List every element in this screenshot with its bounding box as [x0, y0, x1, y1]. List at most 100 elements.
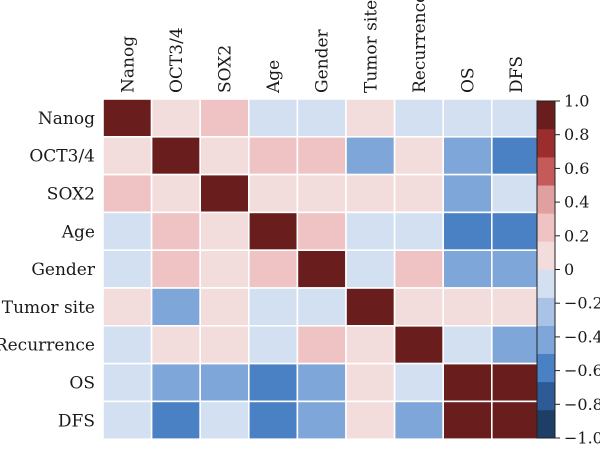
- heatmap-cell-8-0: [102, 400, 153, 440]
- colorbar-tick-label: 0.6: [564, 159, 589, 178]
- heatmap-cell-1-2: [199, 136, 250, 176]
- row-label: SOX2: [47, 185, 95, 205]
- heatmap-cell-2-0: [102, 173, 153, 214]
- column-labels: Nanog OCT3/4 SOX2 Age Gender Tumor site Recurr…: [118, 0, 527, 94]
- heatmap-cell-6-7: [442, 324, 493, 365]
- colorbar-segment: [537, 353, 555, 383]
- heatmap-cell-7-1: [150, 362, 202, 403]
- column-label: SOX2: [216, 45, 236, 93]
- heatmap-cell-0-1: [150, 98, 202, 138]
- colorbar-segment: [537, 213, 555, 242]
- heatmap-cell-8-6: [393, 400, 445, 440]
- heatmap-cell-1-1: [150, 136, 202, 176]
- heatmap-cell-8-3: [248, 400, 299, 440]
- heatmap-cell-2-1: [150, 173, 202, 214]
- colorbar-tick-label: 0.4: [564, 193, 589, 212]
- heatmap-cell-1-0: [102, 136, 153, 176]
- heatmap-cell-4-1: [150, 249, 202, 289]
- heatmap-cell-2-8: [490, 173, 542, 214]
- heatmap-cell-4-7: [442, 249, 493, 289]
- colorbar-segment: [537, 409, 555, 439]
- colorbar: 1.0 0.8 0.6 0.4 0.2 0 −0.2 −0.4 −0.6 −0.8 −1.0: [536, 92, 600, 448]
- column-label: OS: [459, 67, 479, 93]
- heatmap-cell-5-3: [248, 287, 299, 327]
- row-labels: Nanog OCT3/4 SOX2 Age Gender Tumor site Recurr…: [0, 109, 96, 431]
- heatmap-cell-8-2: [199, 400, 250, 440]
- heatmap-cell-5-5: [345, 287, 396, 327]
- heatmap-cell-0-8: [490, 98, 542, 138]
- colorbar-segment: [537, 241, 555, 270]
- heatmap-cell-4-8: [490, 249, 542, 289]
- heatmap-cell-5-6: [393, 287, 445, 327]
- colorbar-tick-label: 1.0: [564, 92, 589, 111]
- heatmap-cell-3-7: [442, 211, 493, 251]
- heatmap-cell-4-0: [102, 249, 153, 289]
- heatmap-cell-3-0: [102, 211, 153, 251]
- colorbar-segment: [537, 157, 555, 186]
- row-label: OCT3/4: [29, 147, 95, 167]
- column-label: Recurrence: [410, 0, 430, 93]
- heatmap-cell-7-6: [393, 362, 445, 403]
- row-label: Age: [61, 222, 95, 242]
- heatmap-cell-3-5: [345, 211, 396, 251]
- heatmap-cell-7-2: [199, 362, 250, 403]
- row-label: OS: [69, 374, 95, 394]
- colorbar-tick-label: −1.0: [564, 429, 600, 448]
- heatmap-cell-2-5: [345, 173, 396, 214]
- heatmap-cell-8-7: [442, 400, 493, 440]
- heatmap-cell-8-4: [296, 400, 347, 440]
- heatmap-cell-6-5: [345, 324, 396, 365]
- heatmap-cell-0-7: [442, 98, 493, 138]
- row-label: Gender: [31, 260, 96, 280]
- row-label: DFS: [58, 411, 95, 431]
- heatmap-cell-0-0: [102, 98, 153, 138]
- heatmap-cell-2-2: [199, 173, 250, 214]
- colorbar-segment: [537, 381, 555, 411]
- heatmap-cell-0-5: [345, 98, 396, 138]
- heatmap-cell-7-8: [490, 362, 542, 403]
- heatmap-cell-5-2: [199, 287, 250, 327]
- row-label: Tumor site: [2, 298, 95, 318]
- heatmap-cell-4-5: [345, 249, 396, 289]
- colorbar-segment: [537, 325, 555, 355]
- heatmap-cell-7-7: [442, 362, 493, 403]
- heatmap-cell-3-4: [296, 211, 347, 251]
- heatmap-cell-1-6: [393, 136, 445, 176]
- heatmap-cell-6-2: [199, 324, 250, 365]
- heatmap-cell-3-1: [150, 211, 202, 251]
- heatmap-cell-8-1: [150, 400, 202, 440]
- colorbar-tick-label: 0.8: [564, 125, 589, 144]
- heatmap-cell-7-4: [296, 362, 347, 403]
- colorbar-segment: [537, 185, 555, 214]
- row-label: Recurrence: [0, 336, 95, 356]
- heatmap-cell-2-6: [393, 173, 445, 214]
- heatmap-cell-3-6: [393, 211, 445, 251]
- colorbar-tick-label: −0.4: [564, 327, 600, 346]
- heatmap-cell-1-3: [248, 136, 299, 176]
- heatmap-cell-6-8: [490, 324, 542, 365]
- heatmap-cell-4-6: [393, 249, 445, 289]
- heatmap-cell-5-0: [102, 287, 153, 327]
- heatmap-cell-3-8: [490, 211, 542, 251]
- heatmap-cell-0-2: [199, 98, 250, 138]
- heatmap-cell-6-0: [102, 324, 153, 365]
- heatmap-cell-5-8: [490, 287, 542, 327]
- heatmap-cell-5-4: [296, 287, 347, 327]
- heatmap-cell-2-3: [248, 173, 299, 214]
- heatmap-cell-0-3: [248, 98, 299, 138]
- heatmap-cell-4-4: [296, 249, 347, 289]
- colorbar-segment: [537, 269, 555, 298]
- heatmap-cell-4-2: [199, 249, 250, 289]
- heatmap-cell-3-2: [199, 211, 250, 251]
- heatmap-cell-6-1: [150, 324, 202, 365]
- heatmap-cell-6-4: [296, 324, 347, 365]
- colorbar-segment: [537, 101, 555, 130]
- heatmap-cell-6-3: [248, 324, 299, 365]
- colorbar-segment: [537, 297, 555, 326]
- column-label: Age: [264, 60, 284, 94]
- row-label: Nanog: [38, 109, 95, 129]
- heatmap-cell-7-3: [248, 362, 299, 403]
- heatmap-cell-5-1: [150, 287, 202, 327]
- heatmap-cell-4-3: [248, 249, 299, 289]
